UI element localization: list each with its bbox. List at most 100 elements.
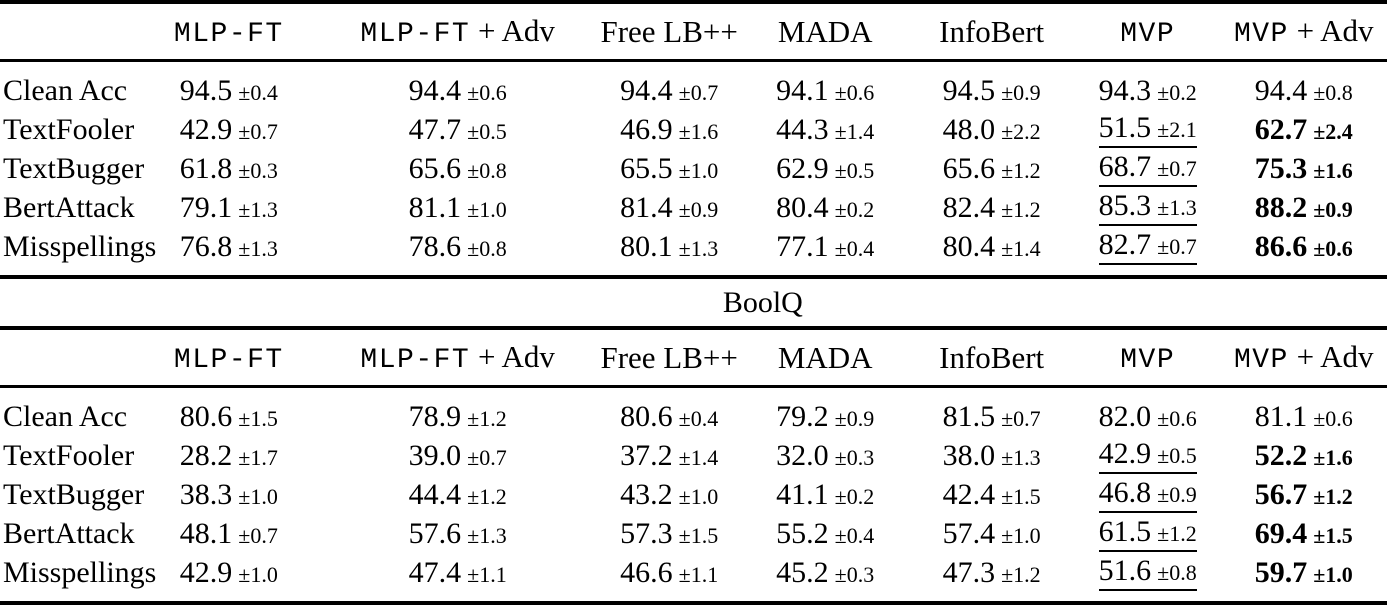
value-text: 46.6 xyxy=(620,556,673,589)
value-cell: 57.6±1.3 xyxy=(319,514,596,553)
value-text: 76.8 xyxy=(180,230,233,263)
stddev-text: ±1.5 xyxy=(679,523,719,548)
value-cell: 94.4±0.6 xyxy=(319,61,596,111)
value-group: 51.5±2.1 xyxy=(1099,112,1197,149)
method-name-text: Free LB++ xyxy=(600,14,737,49)
stddev-text: ±1.4 xyxy=(1001,236,1041,261)
stddev-text: ±1.6 xyxy=(1313,445,1353,470)
value-text: 46.9 xyxy=(620,113,673,146)
value-cell: 94.5±0.4 xyxy=(139,61,319,111)
value-cell: 81.4±0.9 xyxy=(596,188,742,227)
value-group: 47.7±0.5 xyxy=(409,114,507,146)
value-text: 42.4 xyxy=(943,478,996,511)
value-cell: 78.6±0.8 xyxy=(319,227,596,277)
value-cell: 80.4±0.2 xyxy=(742,188,908,227)
method-name-mono: MVP xyxy=(1234,345,1289,376)
value-text: 80.6 xyxy=(620,400,673,433)
stddev-text: ±1.2 xyxy=(467,484,507,509)
value-cell: 80.1±1.3 xyxy=(596,227,742,277)
value-cell: 82.4±1.2 xyxy=(908,188,1074,227)
value-text: 88.2 xyxy=(1255,191,1308,224)
value-cell: 48.1±0.7 xyxy=(139,514,319,553)
stddev-text: ±0.3 xyxy=(835,445,875,470)
value-group: 80.4±0.2 xyxy=(776,192,874,224)
stddev-text: ±0.6 xyxy=(1157,406,1197,431)
column-header: InfoBert xyxy=(908,2,1074,61)
stddev-text: ±0.6 xyxy=(467,80,507,105)
value-cell: 51.6±0.8 xyxy=(1075,553,1221,603)
value-group: 38.3±1.0 xyxy=(180,479,278,511)
value-group: 76.8±1.3 xyxy=(180,231,278,263)
method-name-mono: MLP-FT xyxy=(174,345,284,376)
stddev-text: ±1.5 xyxy=(238,406,278,431)
value-group: 57.4±1.0 xyxy=(943,518,1041,550)
stddev-text: ±0.9 xyxy=(835,406,875,431)
value-text: 62.7 xyxy=(1255,113,1308,146)
value-text: 75.3 xyxy=(1255,152,1308,185)
value-group: 51.6±0.8 xyxy=(1099,555,1197,592)
corner-cell xyxy=(0,328,139,387)
value-text: 51.5 xyxy=(1099,111,1152,144)
value-cell: 42.9±0.5 xyxy=(1075,436,1221,475)
value-group: 81.5±0.7 xyxy=(943,401,1041,433)
value-text: 65.5 xyxy=(620,152,673,185)
value-group: 86.6±0.6 xyxy=(1255,231,1353,263)
value-cell: 46.9±1.6 xyxy=(596,110,742,149)
column-header: InfoBert xyxy=(908,328,1074,387)
value-text: 81.5 xyxy=(943,400,996,433)
value-text: 32.0 xyxy=(776,439,829,472)
value-group: 41.1±0.2 xyxy=(776,479,874,511)
value-cell: 85.3±1.3 xyxy=(1075,188,1221,227)
value-group: 94.5±0.9 xyxy=(943,75,1041,107)
value-group: 28.2±1.7 xyxy=(180,440,278,472)
value-group: 39.0±0.7 xyxy=(409,440,507,472)
value-cell: 94.1±0.6 xyxy=(742,61,908,111)
stddev-text: ±1.2 xyxy=(1001,197,1041,222)
stddev-text: ±0.6 xyxy=(1313,236,1353,261)
stddev-text: ±0.4 xyxy=(238,80,278,105)
value-cell: 59.7±1.0 xyxy=(1221,553,1387,603)
stddev-text: ±0.2 xyxy=(835,484,875,509)
stddev-text: ±1.2 xyxy=(1313,484,1353,509)
value-text: 94.4 xyxy=(409,74,462,107)
value-text: 79.1 xyxy=(180,191,233,224)
value-text: 79.2 xyxy=(776,400,829,433)
stddev-text: ±0.4 xyxy=(679,406,719,431)
value-text: 44.3 xyxy=(776,113,829,146)
value-group: 52.2±1.6 xyxy=(1255,440,1353,472)
value-cell: 62.9±0.5 xyxy=(742,149,908,188)
value-text: 65.6 xyxy=(943,152,996,185)
stddev-text: ±0.8 xyxy=(1157,560,1197,585)
value-cell: 55.2±0.4 xyxy=(742,514,908,553)
stddev-text: ±1.0 xyxy=(679,484,719,509)
method-name-text: InfoBert xyxy=(939,14,1044,49)
value-group: 56.7±1.2 xyxy=(1255,479,1353,511)
value-cell: 52.2±1.6 xyxy=(1221,436,1387,475)
value-text: 65.6 xyxy=(409,152,462,185)
stddev-text: ±0.7 xyxy=(467,445,507,470)
value-cell: 44.4±1.2 xyxy=(319,475,596,514)
value-group: 55.2±0.4 xyxy=(776,518,874,550)
value-group: 43.2±1.0 xyxy=(620,479,718,511)
stddev-text: ±1.0 xyxy=(1313,562,1353,587)
value-cell: 80.6±0.4 xyxy=(596,387,742,437)
value-group: 94.4±0.6 xyxy=(409,75,507,107)
stddev-text: ±1.0 xyxy=(238,484,278,509)
stddev-text: ±1.2 xyxy=(467,406,507,431)
stddev-text: ±0.7 xyxy=(238,523,278,548)
stddev-text: ±1.2 xyxy=(1157,521,1197,546)
stddev-text: ±1.3 xyxy=(238,197,278,222)
value-text: 85.3 xyxy=(1099,189,1152,222)
value-text: 62.9 xyxy=(776,152,829,185)
value-text: 57.4 xyxy=(943,517,996,550)
stddev-text: ±1.2 xyxy=(1001,158,1041,183)
row-label: Misspellings xyxy=(0,227,139,277)
method-name-text: + Adv xyxy=(470,339,555,374)
